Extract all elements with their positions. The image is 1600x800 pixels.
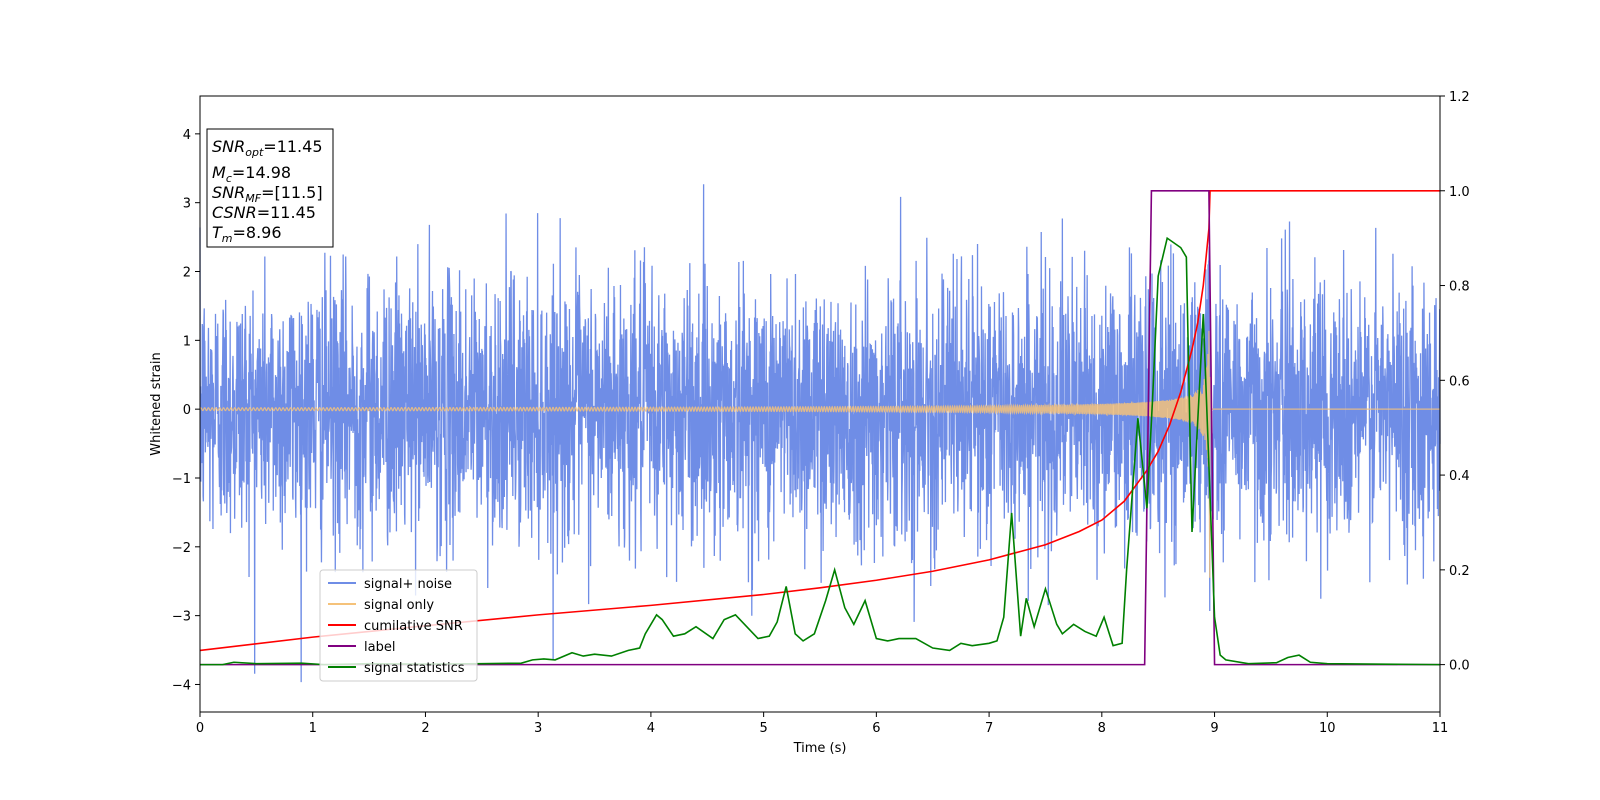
x-tick-label: 0 [196, 721, 204, 736]
x-tick-label: 8 [1098, 721, 1106, 736]
legend-label-signal-statistics: signal statistics [364, 661, 465, 676]
x-tick-label: 10 [1319, 721, 1336, 736]
x-tick-label: 6 [872, 721, 880, 736]
legend-label-signal-noise: signal+ noise [364, 577, 452, 592]
y-tick-label: −3 [172, 610, 191, 625]
y2-tick-label: 1.2 [1449, 90, 1470, 105]
y-axis-label: Whitened strain [149, 352, 164, 455]
annotation-frame [206, 128, 334, 248]
x-axis-label: Time (s) [793, 741, 847, 756]
y-tick-label: −2 [172, 541, 191, 556]
series-label-line [200, 189, 1440, 666]
y-tick-label: 4 [183, 128, 191, 143]
y-axis-right: 0.0 0.2 0.4 0.6 0.8 1.0 1.2 [1440, 90, 1470, 674]
legend: signal+ noise signal only cumilative SNR… [319, 569, 478, 682]
y-tick-label: −4 [172, 678, 191, 693]
annotation-box: SNRopt=11.45 Mc=14.98 SNRMF=[11.5] CSNR=… [206, 128, 334, 248]
x-axis: 0 1 2 3 4 5 6 7 8 9 10 11 [196, 712, 1448, 736]
x-tick-label: 4 [647, 721, 655, 736]
y2-tick-label: 0.0 [1449, 659, 1470, 674]
annotation-snr-opt: SNRopt=11.45 [212, 137, 323, 159]
x-tick-label: 11 [1432, 721, 1449, 736]
y2-tick-label: 0.4 [1449, 469, 1470, 484]
y2-tick-label: 1.0 [1449, 185, 1470, 200]
legend-label-label: label [364, 640, 395, 655]
y-tick-label: 1 [183, 334, 191, 349]
annotation-csnr: CSNR=11.45 [212, 203, 316, 222]
y2-tick-label: 0.6 [1449, 374, 1470, 389]
y-axis-left: −4 −3 −2 −1 0 1 2 3 4 [172, 128, 200, 693]
series-signal-only-line [199, 330, 1440, 578]
plot-content [199, 184, 1441, 683]
x-tick-label: 3 [534, 721, 542, 736]
annotation-mc: Mc=14.98 [212, 163, 291, 185]
y-tick-label: −1 [172, 472, 191, 487]
y2-tick-label: 0.8 [1449, 280, 1470, 295]
axes-frame [199, 95, 1441, 713]
y2-tick-label: 0.2 [1449, 564, 1470, 579]
x-tick-label: 7 [985, 721, 993, 736]
y-tick-label: 0 [183, 403, 191, 418]
x-tick-label: 5 [759, 721, 767, 736]
y-tick-label: 2 [183, 266, 191, 281]
legend-label-signal-only: signal only [364, 598, 434, 613]
legend-frame [319, 569, 478, 682]
annotation-tm: Tm=8.96 [212, 223, 282, 245]
series-cumulative-snr-line [199, 189, 1440, 652]
y-tick-label: 3 [183, 197, 191, 212]
legend-label-cumulative-snr: cumilative SNR [364, 619, 463, 634]
x-tick-label: 2 [421, 721, 429, 736]
series-signal-statistics-line [200, 236, 1441, 666]
x-tick-label: 1 [309, 721, 317, 736]
annotation-snr-mf: SNRMF=[11.5] [212, 183, 323, 205]
x-tick-label: 9 [1210, 721, 1218, 736]
